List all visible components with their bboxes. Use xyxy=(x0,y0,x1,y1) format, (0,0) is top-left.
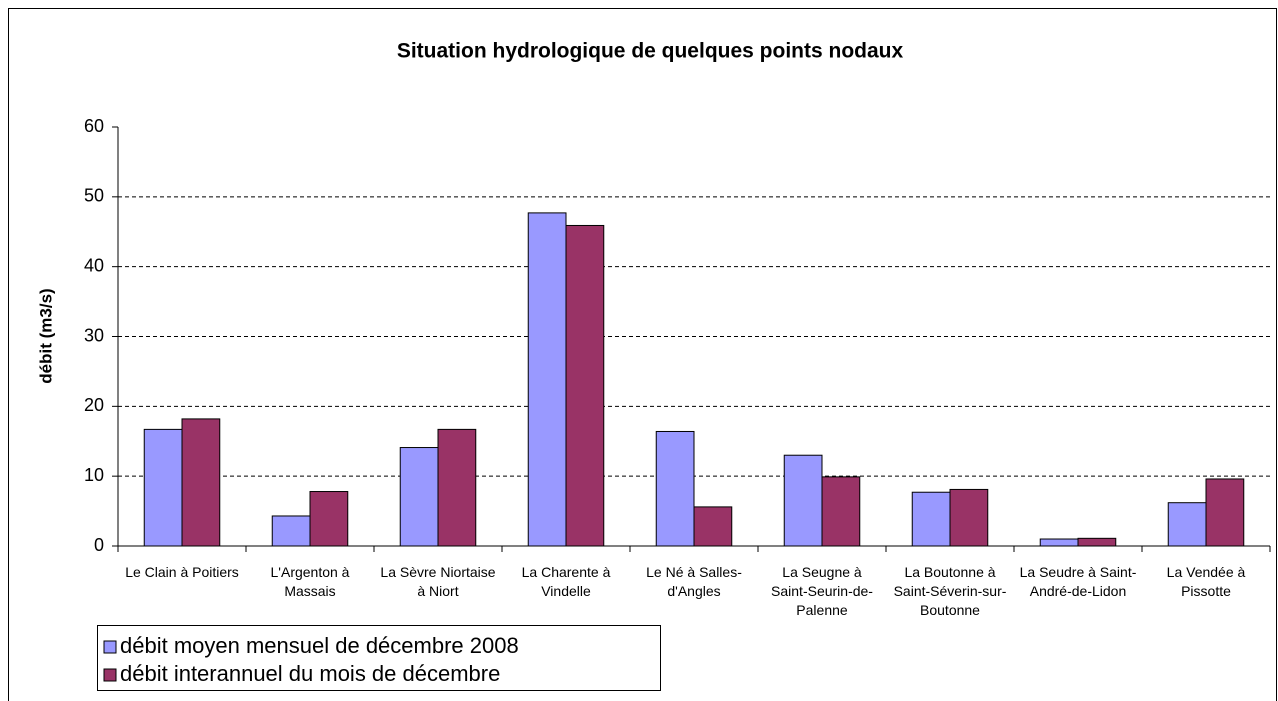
legend-label: débit interannuel du mois de décembre xyxy=(120,661,500,686)
y-tick-label: 0 xyxy=(94,535,104,555)
y-tick-label: 40 xyxy=(84,255,104,275)
legend-swatch xyxy=(103,668,117,682)
bar xyxy=(437,428,477,547)
bar xyxy=(1077,537,1117,547)
x-tick-label: La Charente à Vindelle xyxy=(521,564,611,599)
y-tick-label: 50 xyxy=(84,186,104,206)
bar xyxy=(821,476,861,547)
bar xyxy=(949,488,989,547)
y-tick-label: 20 xyxy=(84,395,104,415)
y-tick-label: 10 xyxy=(84,465,104,485)
bar xyxy=(655,430,695,547)
x-tick-label: L'Argenton à Massais xyxy=(270,564,350,599)
legend-swatch xyxy=(103,640,117,654)
x-tick-label: La Boutonne à Saint-Séverin-sur-Boutonne xyxy=(893,564,1007,618)
x-tick-label: Le Clain à Poitiers xyxy=(125,564,239,580)
y-tick-label: 30 xyxy=(84,325,104,345)
bar xyxy=(693,506,733,547)
legend: débit moyen mensuel de décembre 2008 débi… xyxy=(97,625,661,691)
legend-label: débit moyen mensuel de décembre 2008 xyxy=(120,633,519,658)
bar xyxy=(565,224,605,547)
x-tick-label: La Sèvre Niortaise à Niort xyxy=(380,564,496,599)
bar xyxy=(181,418,221,547)
bar xyxy=(143,428,183,547)
x-tick-label: Le Né à Salles-d'Angles xyxy=(646,564,742,599)
bar xyxy=(1039,538,1079,547)
y-axis-label: débit (m3/s) xyxy=(36,288,55,383)
y-tick-label: 60 xyxy=(84,116,104,136)
bar xyxy=(783,454,823,547)
bar xyxy=(1167,502,1207,547)
bar xyxy=(399,447,439,547)
bar xyxy=(911,491,951,547)
legend-box xyxy=(97,625,661,691)
chart-title: Situation hydrologique de quelques point… xyxy=(397,40,904,63)
bar xyxy=(527,212,567,547)
x-tick-label: La Seudre à Saint-André-de-Lidon xyxy=(1019,564,1137,599)
bar xyxy=(271,515,311,547)
chart-frame xyxy=(8,8,1277,701)
x-tick-label: La Vendée à Pissotte xyxy=(1166,564,1246,599)
bar xyxy=(309,491,349,547)
x-tick-label: La Seugne à Saint-Seurin-de-Palenne xyxy=(771,564,873,618)
bar xyxy=(1205,478,1245,547)
